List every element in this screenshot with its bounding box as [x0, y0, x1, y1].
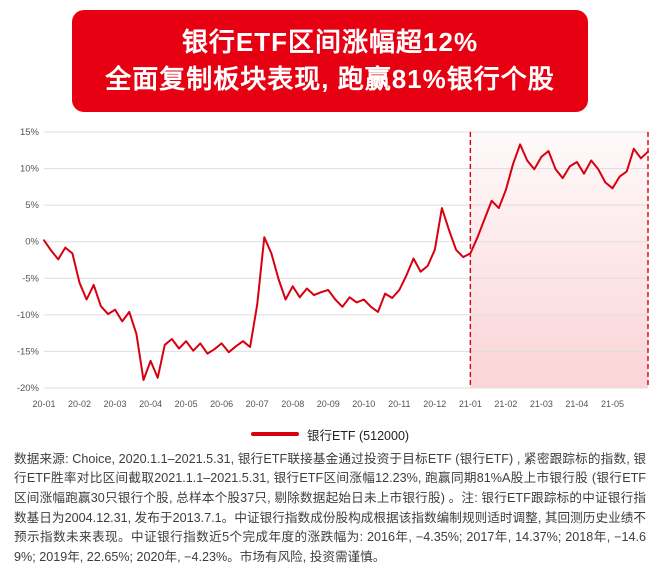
- x-tick-label: 20-04: [139, 399, 162, 409]
- headline-line-2: 全面复制板块表现, 跑赢81%银行个股: [105, 63, 555, 94]
- chart: 15% 10% 5% 0% -5% -10% -15% -20% 20-01 20-02 20-03…: [2, 118, 658, 423]
- y-tick-label: -5%: [22, 273, 39, 284]
- x-tick-label: 21-01: [459, 399, 482, 409]
- chart-legend: 银行ETF (512000): [0, 425, 660, 444]
- y-tick-label: 5%: [25, 200, 39, 211]
- y-tick-label: -20%: [17, 383, 40, 394]
- y-tick-label: 10%: [20, 163, 40, 174]
- data-source-footnote: 数据来源: Choice, 2020.1.1–2021.5.31, 银行ETF联…: [14, 451, 646, 565]
- legend-label: 银行ETF (512000): [306, 428, 410, 443]
- x-tick-label: 20-01: [32, 399, 55, 409]
- x-tick-label: 20-05: [175, 399, 198, 409]
- x-tick-label: 20-07: [246, 399, 269, 409]
- x-tick-label: 20-02: [68, 399, 91, 409]
- x-tick-label: 21-02: [494, 399, 517, 409]
- x-tick-label: 21-04: [565, 399, 588, 409]
- etf-performance-line-chart: 15% 10% 5% 0% -5% -10% -15% -20% 20-01 20-02 20-03…: [17, 127, 649, 409]
- series-line: [43, 143, 649, 381]
- x-tick-label: 21-05: [601, 399, 624, 409]
- headline-banner: 银行ETF区间涨幅超12% 全面复制板块表现, 跑赢81%银行个股: [72, 10, 588, 112]
- y-tick-label: 15%: [20, 127, 40, 138]
- headline-line-1: 银行ETF区间涨幅超12%: [181, 27, 479, 57]
- y-tick-label: -10%: [17, 310, 40, 321]
- y-tick-label: 0%: [25, 237, 39, 248]
- x-tick-label: 20-08: [281, 399, 304, 409]
- highlight-band: [470, 131, 648, 388]
- y-tick-label: -15%: [17, 346, 40, 357]
- x-tick-label: 20-09: [317, 399, 340, 409]
- x-tick-label: 20-06: [210, 399, 233, 409]
- x-tick-label: 20-11: [388, 399, 410, 409]
- legend-line-marker: [250, 432, 299, 437]
- x-tick-label: 20-12: [423, 399, 446, 409]
- x-tick-label: 20-10: [352, 399, 375, 409]
- x-tick-label: 21-03: [530, 399, 553, 409]
- x-tick-label: 20-03: [104, 399, 127, 409]
